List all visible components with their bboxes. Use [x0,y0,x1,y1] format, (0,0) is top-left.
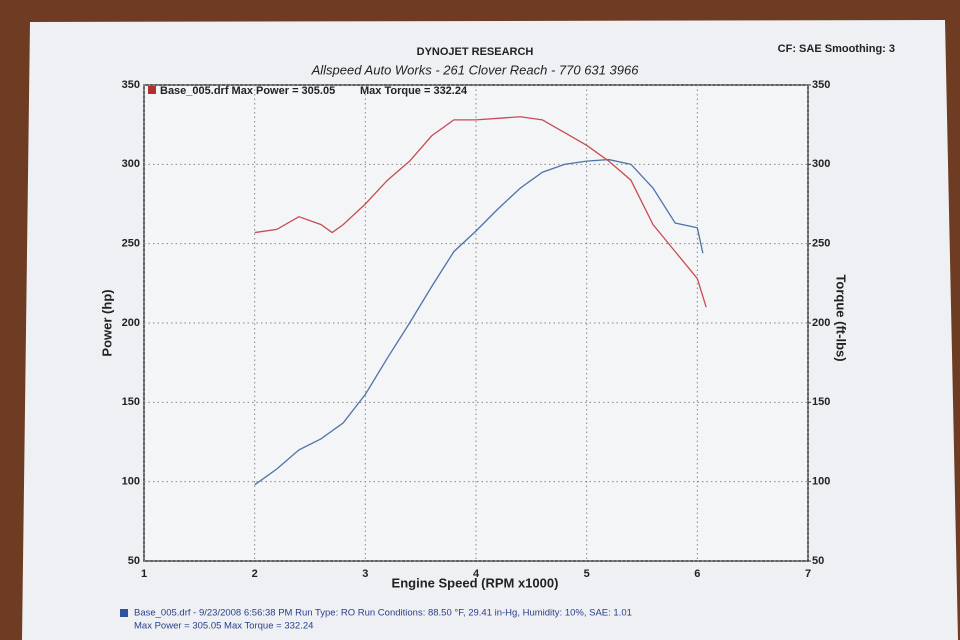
file-icon [148,86,156,94]
file-icon [120,609,128,617]
corner-note: CF: SAE Smoothing: 3 [778,43,895,55]
plot-header: Base_005.drf Max Power = 305.05 [160,85,335,97]
y2-tick-label: 150 [812,396,830,408]
y-tick-label: 300 [122,158,140,170]
x-tick-label: 3 [362,568,368,580]
chart-title: DYNOJET RESEARCH [417,46,534,58]
footer-line: Base_005.drf - 9/23/2008 6:56:38 PM Run … [134,608,632,619]
x-tick-label: 4 [473,568,480,580]
chart-subtitle: Allspeed Auto Works - 261 Clover Reach -… [311,62,640,77]
y2-tick-label: 50 [812,555,824,567]
y2-tick-label: 100 [812,476,830,488]
x-axis-label: Engine Speed (RPM x1000) [392,575,559,590]
series-line [254,116,707,308]
series-line [254,158,704,486]
y2-tick-label: 250 [812,238,830,250]
y2-tick-label: 300 [812,158,830,170]
y-tick-label: 200 [122,317,140,329]
y2-tick-label: 200 [812,317,830,329]
y-tick-label: 50 [128,555,140,567]
y-tick-label: 350 [122,79,140,91]
x-tick-label: 6 [694,568,700,580]
plot-header: Max Torque = 332.24 [360,85,468,97]
y2-tick-label: 350 [812,79,830,91]
y2-axis-label: Torque (ft-lbs) [834,274,849,361]
x-tick-label: 2 [252,568,258,580]
y-tick-label: 150 [122,396,140,408]
y-tick-label: 100 [122,476,140,488]
y-axis-label: Power (hp) [99,289,114,356]
footer-line: Max Power = 305.05 Max Torque = 332.24 [134,621,313,632]
x-tick-label: 7 [805,568,811,580]
x-tick-label: 5 [584,568,590,580]
y-tick-label: 250 [122,238,140,250]
x-tick-label: 1 [141,568,147,580]
